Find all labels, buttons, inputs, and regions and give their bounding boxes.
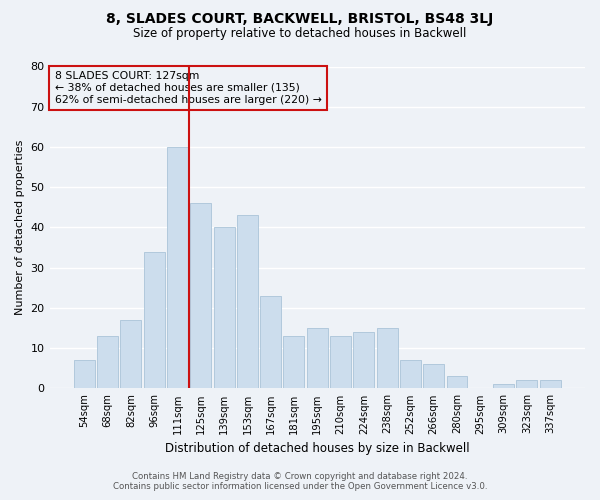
Bar <box>283 336 304 388</box>
Bar <box>517 380 538 388</box>
Bar <box>260 296 281 388</box>
Bar <box>214 228 235 388</box>
X-axis label: Distribution of detached houses by size in Backwell: Distribution of detached houses by size … <box>165 442 470 455</box>
Bar <box>307 328 328 388</box>
Bar <box>400 360 421 388</box>
Bar <box>237 216 258 388</box>
Text: 8, SLADES COURT, BACKWELL, BRISTOL, BS48 3LJ: 8, SLADES COURT, BACKWELL, BRISTOL, BS48… <box>106 12 494 26</box>
Bar <box>493 384 514 388</box>
Text: Contains HM Land Registry data © Crown copyright and database right 2024.
Contai: Contains HM Land Registry data © Crown c… <box>113 472 487 491</box>
Bar <box>377 328 398 388</box>
Bar <box>121 320 142 388</box>
Bar <box>539 380 560 388</box>
Y-axis label: Number of detached properties: Number of detached properties <box>15 140 25 315</box>
Text: Size of property relative to detached houses in Backwell: Size of property relative to detached ho… <box>133 28 467 40</box>
Bar <box>74 360 95 388</box>
Bar <box>446 376 467 388</box>
Bar <box>330 336 351 388</box>
Bar <box>144 252 165 388</box>
Bar <box>190 204 211 388</box>
Bar <box>423 364 444 388</box>
Text: 8 SLADES COURT: 127sqm
← 38% of detached houses are smaller (135)
62% of semi-de: 8 SLADES COURT: 127sqm ← 38% of detached… <box>55 72 322 104</box>
Bar <box>167 147 188 388</box>
Bar <box>353 332 374 388</box>
Bar <box>97 336 118 388</box>
